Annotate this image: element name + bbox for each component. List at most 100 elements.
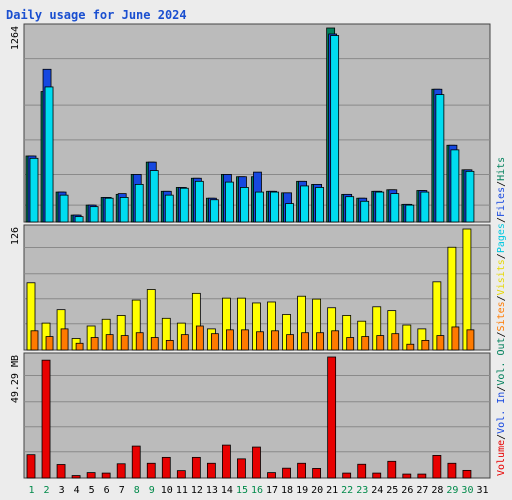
legend-entry: Vol. Out <box>496 337 507 385</box>
legend-entry: Hits <box>496 157 507 181</box>
bar-sites-21 <box>331 330 340 351</box>
bar-pages-20 <box>315 187 325 223</box>
bar-volume-8 <box>131 445 141 479</box>
bar-sites-23 <box>361 336 370 351</box>
tick-label-day-13: 13 <box>206 485 218 496</box>
bar-pages-17 <box>270 191 279 223</box>
tick-label-day-12: 12 <box>191 485 203 496</box>
bar-sites-24 <box>376 335 385 351</box>
tick-label-day-27: 27 <box>416 485 428 496</box>
bar-sites-14 <box>226 329 234 351</box>
bar-volume-22 <box>342 472 352 479</box>
bar-volume-29 <box>447 462 457 479</box>
tick-label-day-31: 31 <box>476 485 488 496</box>
bar-pages-5 <box>89 206 99 223</box>
bar-volume-24 <box>372 472 382 479</box>
bar-sites-15 <box>241 329 249 351</box>
bar-volume-14 <box>222 444 231 479</box>
bar-volume-9 <box>146 462 156 479</box>
bar-volume-2 <box>41 359 51 479</box>
bar-volume-5 <box>86 472 96 479</box>
legend-entry: Visits <box>496 259 507 295</box>
bar-volume-26 <box>402 473 412 479</box>
bar-pages-28 <box>435 94 445 223</box>
bar-sites-16 <box>256 331 264 351</box>
tick-label-day-9: 9 <box>149 485 155 496</box>
bar-sites-22 <box>346 337 355 351</box>
bar-volume-25 <box>387 460 397 479</box>
tick-label-day-15: 15 <box>236 485 248 496</box>
bar-sites-17 <box>271 330 279 351</box>
bar-sites-29 <box>451 326 460 351</box>
bar-sites-25 <box>391 333 400 351</box>
tick-label-day-23: 23 <box>356 485 368 496</box>
bar-sites-19 <box>301 332 309 351</box>
bar-pages-9 <box>149 170 159 223</box>
bar-pages-12 <box>194 180 204 223</box>
bar-volume-18 <box>282 467 291 479</box>
bar-volume-15 <box>237 458 246 479</box>
legend-entry: Vol. In <box>496 392 507 434</box>
bar-volume-7 <box>116 463 126 479</box>
bar-sites-9 <box>150 337 159 351</box>
tick-label-day-8: 8 <box>134 485 140 496</box>
bar-pages-3 <box>59 194 69 223</box>
bar-sites-2 <box>45 336 54 351</box>
tick-label-day-3: 3 <box>59 485 65 496</box>
bar-pages-11 <box>179 187 189 223</box>
bar-pages-21 <box>330 35 340 223</box>
bar-volume-11 <box>176 470 186 479</box>
legend-entry: / <box>496 331 507 337</box>
tick-label-day-28: 28 <box>431 485 443 496</box>
bar-pages-26 <box>405 204 415 223</box>
tick-label-day-17: 17 <box>266 485 278 496</box>
bar-volume-12 <box>191 456 201 479</box>
tick-label-day-11: 11 <box>176 485 188 496</box>
bar-sites-11 <box>180 334 189 351</box>
bar-pages-14 <box>225 181 234 223</box>
bar-pages-24 <box>375 191 385 223</box>
legend-entry: Volume <box>496 440 507 476</box>
bar-pages-7 <box>119 197 129 223</box>
tick-label-day-25: 25 <box>386 485 398 496</box>
bar-pages-15 <box>240 187 249 223</box>
legend-entry: / <box>496 295 507 301</box>
bar-pages-6 <box>104 197 114 223</box>
bar-pages-13 <box>209 199 219 223</box>
bar-sites-6 <box>105 334 114 351</box>
bar-pages-27 <box>420 191 430 223</box>
tick-label-day-16: 16 <box>251 485 263 496</box>
legend-entry: Pages <box>496 223 507 253</box>
bar-volume-21 <box>327 356 337 479</box>
bar-volume-10 <box>161 456 171 479</box>
legend-entry: / <box>496 217 507 223</box>
tick-label-day-14: 14 <box>221 485 233 496</box>
tick-label-day-10: 10 <box>161 485 173 496</box>
bar-pages-30 <box>465 170 475 223</box>
tick-label-day-20: 20 <box>311 485 323 496</box>
bar-volume-20 <box>312 468 322 479</box>
tick-label-day-22: 22 <box>341 485 353 496</box>
tick-label-day-19: 19 <box>296 485 308 496</box>
tick-label-day-7: 7 <box>119 485 125 496</box>
bar-volume-16 <box>252 446 261 479</box>
bar-sites-30 <box>466 329 475 351</box>
bar-volume-19 <box>297 462 306 479</box>
bar-pages-25 <box>390 193 400 223</box>
bar-sites-27 <box>421 339 430 351</box>
bar-sites-4 <box>75 342 84 351</box>
ylabel-visits: 126 <box>10 227 21 245</box>
tick-label-day-26: 26 <box>401 485 413 496</box>
bar-pages-4 <box>74 216 84 223</box>
bar-volume-4 <box>71 475 81 479</box>
bar-sites-12 <box>195 325 204 351</box>
bar-sites-10 <box>165 339 174 351</box>
bar-sites-8 <box>135 332 144 351</box>
bar-pages-29 <box>450 149 460 223</box>
bar-sites-5 <box>90 337 99 351</box>
chart-title: Daily usage for June 2024 <box>6 8 187 22</box>
tick-label-day-30: 30 <box>461 485 473 496</box>
legend-right: Volume/Vol. In/Vol. Out/Sites/Visits/Pag… <box>496 157 507 476</box>
bar-pages-23 <box>360 200 370 223</box>
